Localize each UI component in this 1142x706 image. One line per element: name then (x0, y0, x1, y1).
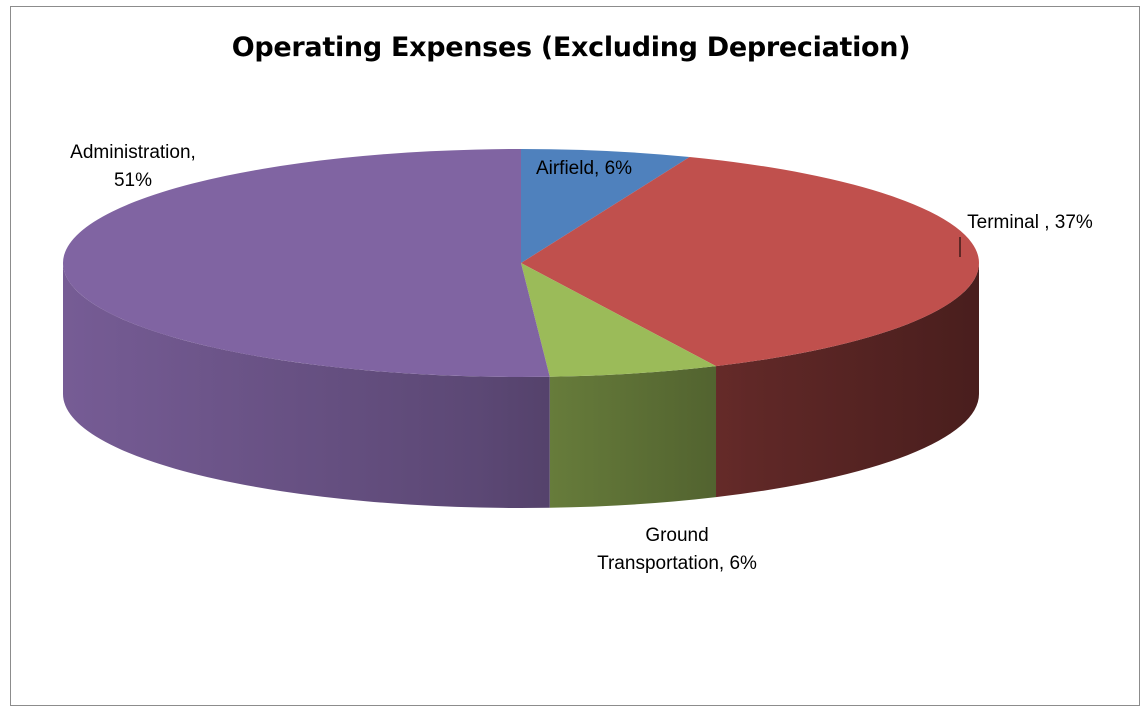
pie-chart: Airfield, 6% Terminal , 37% Ground Transpor… (63, 142, 1093, 574)
pie-slice-airfield (521, 149, 690, 263)
pie-side-terminal (716, 263, 979, 498)
data-label-terminal: Terminal , 37% (967, 212, 1093, 233)
chart-title: Operating Expenses (Excluding Depreciati… (231, 32, 911, 63)
pie-side-administration (63, 263, 550, 508)
data-label-administration: Administration, 51% (70, 142, 196, 191)
pie-slice-terminal (521, 157, 980, 367)
pie-slice-administration (63, 149, 550, 377)
pie-slice-ground-transportation (521, 263, 717, 377)
data-label-airfield: Airfield, 6% (536, 158, 632, 179)
pie-side-ground-transportation (549, 366, 717, 508)
data-label-ground-transportation: Ground Transportation, 6% (597, 525, 757, 574)
